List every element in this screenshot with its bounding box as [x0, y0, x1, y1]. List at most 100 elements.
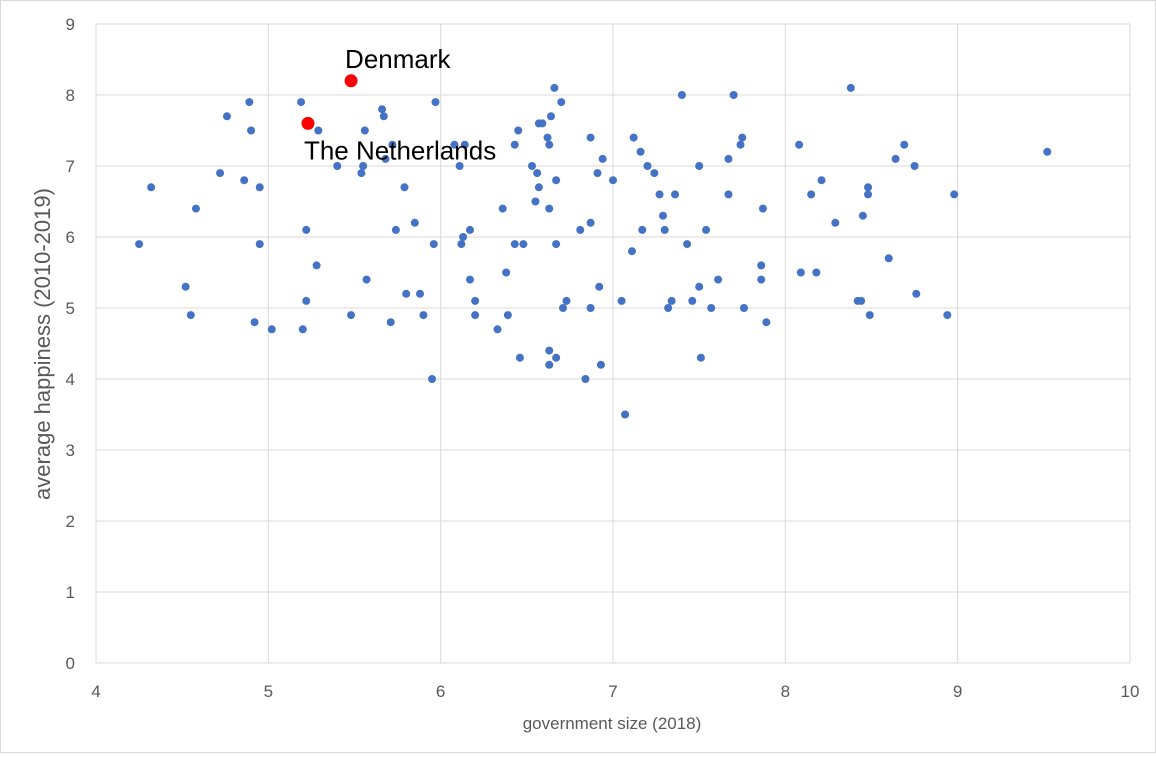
- data-point-48: [471, 311, 480, 320]
- data-point-120: [795, 140, 804, 149]
- data-point-133: [884, 254, 893, 263]
- data-point-34: [410, 218, 419, 227]
- data-point-74: [557, 98, 566, 107]
- data-point-123: [812, 268, 821, 277]
- data-point-80: [586, 218, 595, 227]
- data-point-53: [510, 140, 519, 149]
- data-point-87: [617, 296, 626, 305]
- data-point-16: [302, 296, 311, 305]
- data-point-47: [471, 296, 480, 305]
- data-point-140: [1043, 147, 1052, 156]
- data-point-20: [333, 162, 342, 170]
- y-axis-title: average happiness (2010-2019): [30, 188, 55, 500]
- y-tick-label-8: 8: [66, 86, 75, 105]
- data-point-43: [459, 233, 468, 241]
- data-point-98: [664, 304, 673, 312]
- x-tick-label-0: 4: [91, 682, 100, 701]
- highlight-point-1: [301, 116, 315, 130]
- data-point-125: [831, 218, 840, 227]
- data-point-24: [360, 126, 369, 135]
- highlighted-points: Denmark The Netherlands: [301, 44, 496, 165]
- data-point-119: [762, 318, 771, 327]
- data-point-40: [450, 140, 459, 149]
- data-point-26: [378, 105, 387, 114]
- data-point-95: [655, 190, 664, 199]
- highlight-label-1: The Netherlands: [304, 135, 496, 165]
- data-point-76: [562, 296, 571, 305]
- data-point-100: [671, 190, 680, 199]
- data-point-55: [514, 126, 523, 135]
- data-point-10: [250, 318, 259, 327]
- data-point-116: [757, 275, 766, 284]
- data-point-58: [528, 162, 537, 170]
- data-point-126: [846, 83, 855, 92]
- data-point-78: [581, 375, 590, 383]
- y-tick-label-6: 6: [66, 228, 75, 247]
- data-point-19: [314, 126, 323, 135]
- data-point-29: [386, 318, 395, 327]
- data-point-73: [552, 353, 561, 362]
- data-point-9: [247, 126, 256, 135]
- data-point-135: [900, 140, 909, 149]
- data-point-49: [493, 325, 502, 334]
- data-point-22: [357, 169, 366, 178]
- data-point-92: [638, 225, 647, 234]
- data-point-114: [738, 133, 747, 142]
- data-point-31: [391, 225, 400, 234]
- data-point-54: [510, 240, 519, 249]
- data-point-0: [135, 240, 144, 249]
- data-point-105: [695, 282, 704, 291]
- data-point-137: [912, 289, 921, 298]
- data-point-25: [362, 275, 371, 284]
- data-point-21: [347, 311, 356, 320]
- data-point-4: [191, 204, 200, 213]
- data-points: [135, 83, 1052, 419]
- data-point-12: [255, 240, 264, 249]
- y-tick-label-5: 5: [66, 299, 75, 318]
- data-point-61: [534, 183, 543, 192]
- data-point-38: [429, 240, 438, 249]
- data-point-15: [298, 325, 307, 334]
- data-point-104: [695, 162, 704, 170]
- data-point-6: [222, 112, 231, 121]
- y-tick-label-4: 4: [66, 370, 75, 389]
- y-tick-label-9: 9: [66, 15, 75, 34]
- data-point-50: [498, 204, 507, 213]
- data-point-131: [864, 190, 873, 199]
- data-point-8: [245, 98, 254, 107]
- data-point-17: [302, 225, 311, 234]
- data-point-106: [696, 353, 705, 362]
- data-point-1: [147, 183, 156, 192]
- data-point-60: [533, 169, 542, 178]
- highlight-point-0: [344, 74, 358, 88]
- data-point-84: [596, 360, 605, 369]
- data-point-39: [431, 98, 440, 107]
- data-point-93: [643, 162, 652, 170]
- data-point-108: [707, 304, 716, 312]
- data-point-94: [650, 169, 659, 178]
- data-point-42: [457, 240, 466, 249]
- grid-lines: [95, 23, 1131, 664]
- data-point-81: [586, 304, 595, 312]
- data-point-82: [593, 169, 602, 178]
- data-point-75: [559, 304, 568, 312]
- data-point-14: [297, 98, 306, 107]
- data-point-132: [865, 311, 874, 320]
- data-point-91: [636, 147, 645, 156]
- data-point-122: [807, 190, 816, 199]
- data-point-96: [658, 211, 667, 220]
- data-point-5: [216, 169, 225, 178]
- data-point-33: [402, 289, 411, 298]
- data-point-90: [629, 133, 638, 142]
- data-point-46: [465, 275, 474, 284]
- data-point-52: [503, 311, 512, 320]
- data-point-66: [545, 204, 554, 213]
- data-point-138: [943, 311, 952, 320]
- data-point-64: [543, 133, 552, 142]
- x-tick-label-1: 5: [264, 682, 273, 701]
- data-point-71: [552, 176, 561, 185]
- data-point-77: [576, 225, 585, 234]
